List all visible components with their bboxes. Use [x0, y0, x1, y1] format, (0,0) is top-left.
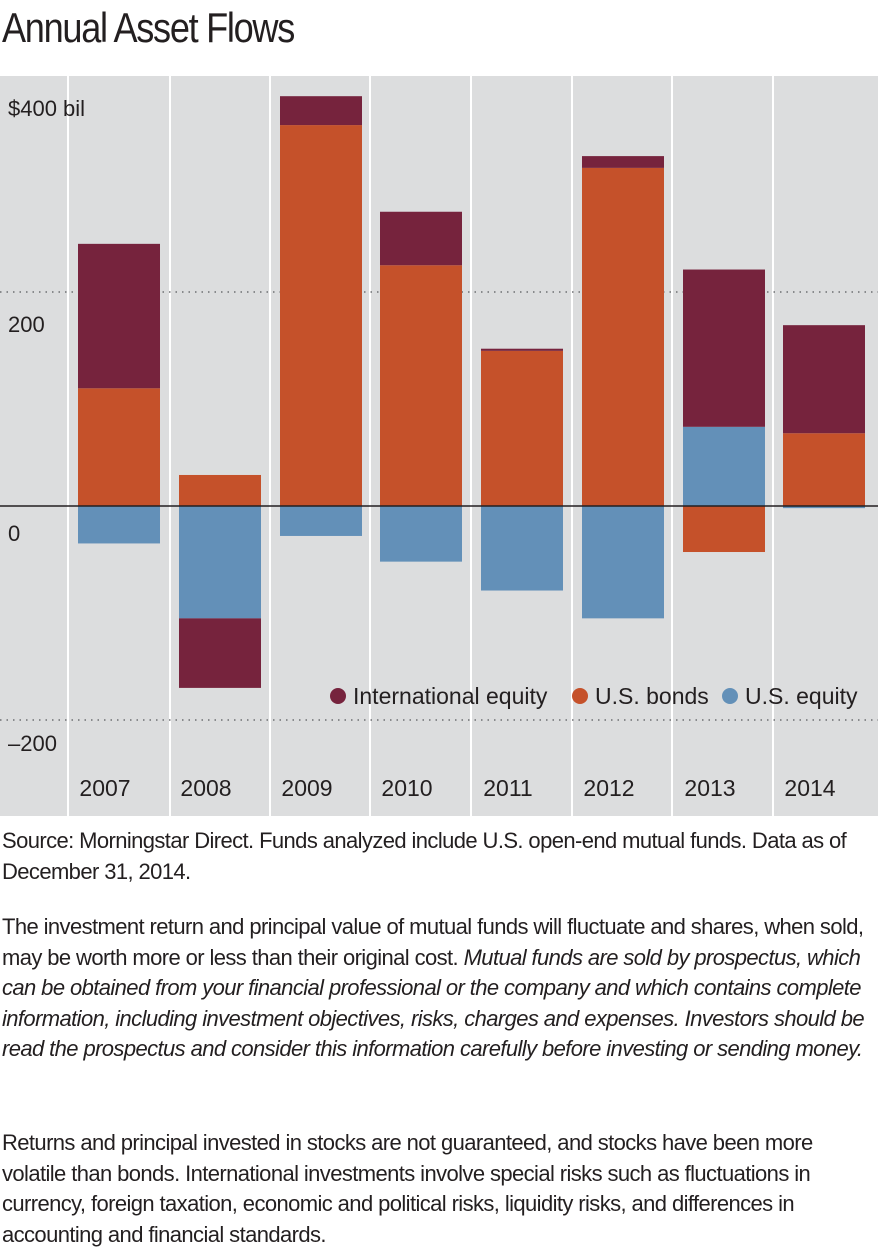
- disclaimer-paragraph: The investment return and principal valu…: [2, 912, 874, 1065]
- bar-segment: [380, 265, 462, 506]
- bar-segment: [783, 433, 865, 506]
- legend-marker: [572, 688, 588, 704]
- bar-segment: [280, 125, 362, 506]
- x-tick-label: 2007: [79, 775, 130, 801]
- chart-title: Annual Asset Flows: [2, 4, 295, 51]
- bar-segment: [179, 506, 261, 619]
- bar-segment: [179, 474, 261, 506]
- legend-label: U.S. equity: [745, 683, 858, 709]
- y-tick-label: $400 bil: [8, 96, 85, 121]
- legend-label: U.S. bonds: [595, 683, 709, 709]
- bar-segment: [179, 618, 261, 688]
- x-tick-label: 2012: [583, 775, 634, 801]
- bar-segment: [280, 506, 362, 536]
- source-note: Source: Morningstar Direct. Funds analyz…: [2, 828, 847, 884]
- bar-segment: [481, 350, 563, 506]
- bar-segment: [481, 348, 563, 351]
- bar-segment: [380, 506, 462, 562]
- bar-segment: [280, 96, 362, 126]
- y-tick-label: 0: [8, 521, 20, 546]
- x-tick-label: 2011: [483, 775, 532, 801]
- x-tick-label: 2009: [281, 775, 332, 801]
- bar-segment: [481, 506, 563, 591]
- x-tick-label: 2013: [684, 775, 735, 801]
- legend-marker: [722, 688, 738, 704]
- y-tick-label: 200: [8, 312, 45, 337]
- x-tick-label: 2010: [381, 775, 432, 801]
- legend-label: International equity: [353, 683, 548, 709]
- x-tick-label: 2008: [180, 775, 231, 801]
- bar-segment: [78, 506, 160, 544]
- bar-segment: [783, 325, 865, 434]
- y-tick-label: –200: [8, 731, 57, 756]
- stacked-bar-chart: $400 bil 200 0 –200 2007 2008 2009 2010 2011 2012…: [0, 76, 878, 816]
- bar-segment: [78, 388, 160, 506]
- bar-segment: [683, 426, 765, 506]
- bar-segment: [683, 269, 765, 427]
- bar-segment: [380, 211, 462, 266]
- disclaimer-italic-text: Mutual funds are sold by prospectus, whi…: [2, 944, 865, 1062]
- disclaimer-normal-text: The investment return and principal valu…: [2, 914, 864, 970]
- bar-segment: [683, 506, 765, 553]
- bar-segment: [582, 506, 664, 619]
- x-tick-label: 2014: [784, 775, 835, 801]
- bar-segment: [78, 243, 160, 389]
- chart-area: $400 bil 200 0 –200 2007 2008 2009 2010 2011 2012…: [0, 76, 878, 816]
- risk-note: Returns and principal invested in stocks…: [2, 1130, 813, 1247]
- bar-segment: [582, 156, 664, 168]
- bar-segment: [582, 167, 664, 506]
- legend-marker: [330, 688, 346, 704]
- bar-segment: [783, 506, 865, 509]
